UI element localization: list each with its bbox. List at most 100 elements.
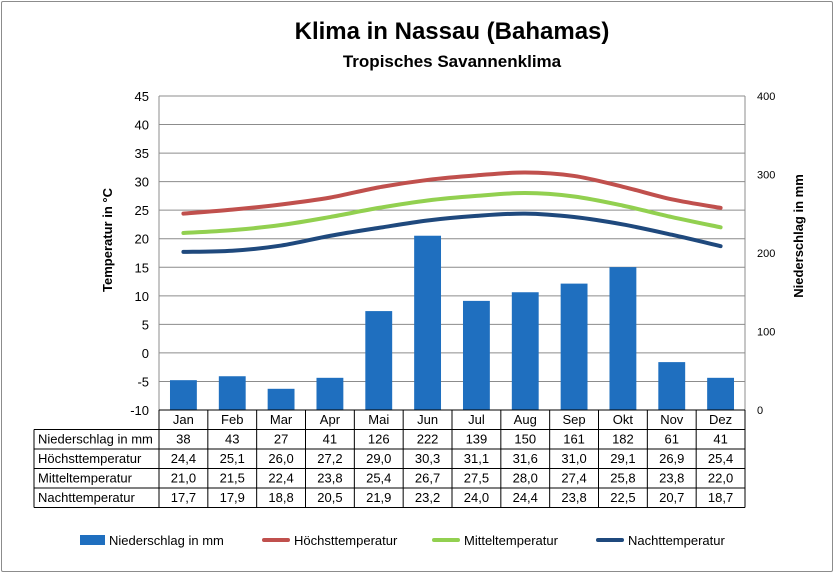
y-right-tick-label: 100 [757, 327, 775, 339]
data-label: 18,8 [268, 490, 293, 505]
x-tick-label: Apr [320, 412, 341, 427]
data-label: 25,4 [708, 451, 733, 466]
y-left-tick-label: 0 [142, 346, 149, 361]
y-left-tick-label: 30 [135, 175, 149, 190]
x-tick-label: Nov [660, 412, 684, 427]
data-label: 22,5 [610, 490, 635, 505]
table-row-label: Mitteltemperatur [38, 471, 133, 486]
data-label: 17,7 [171, 490, 196, 505]
bar [707, 377, 735, 410]
data-label: 31,6 [513, 451, 538, 466]
legend-swatch [432, 538, 460, 542]
bar [267, 388, 295, 410]
x-tick-label: Jul [468, 412, 485, 427]
y-left-tick-label: 20 [135, 232, 149, 247]
data-label: 38 [176, 432, 190, 447]
data-label: 23,8 [317, 471, 342, 486]
y-left-tick-label: 10 [135, 289, 149, 304]
legend-item: Mitteltemperatur [432, 531, 558, 549]
data-label: 161 [563, 432, 585, 447]
legend-swatch [80, 535, 105, 545]
data-label: 29,0 [366, 451, 391, 466]
y-right-tick-label: 200 [757, 248, 775, 260]
bars [169, 235, 735, 410]
y-left-tick-label: -10 [130, 403, 149, 418]
bar [658, 362, 686, 410]
y-left-tick-label: 35 [135, 146, 149, 161]
y-left-tick-label: 15 [135, 260, 149, 275]
data-label: 25,4 [366, 471, 391, 486]
bar [169, 380, 197, 410]
legend-label: Mitteltemperatur [464, 532, 558, 548]
data-label: 41 [713, 432, 727, 447]
data-label: 29,1 [610, 451, 635, 466]
bar [316, 377, 344, 410]
y-right-tick-label: 300 [757, 170, 775, 182]
legend-item: Höchsttemperatur [262, 531, 397, 549]
data-label: 31,1 [464, 451, 489, 466]
data-label: 23,8 [561, 490, 586, 505]
data-label: 24,4 [513, 490, 538, 505]
data-label: 26,7 [415, 471, 440, 486]
data-label: 23,8 [659, 471, 684, 486]
data-label: 22,0 [708, 471, 733, 486]
x-tick-label: Okt [613, 412, 634, 427]
data-label: 25,1 [220, 451, 245, 466]
x-tick-label: Mar [270, 412, 293, 427]
bar [462, 300, 490, 410]
data-label: 21,5 [220, 471, 245, 486]
x-tick-label: Feb [221, 412, 243, 427]
table-row-label: Niederschlag in mm [38, 432, 153, 447]
data-label: 24,0 [464, 490, 489, 505]
axes: 45 40 35 30 25 20 15 10 5 0 -5 -10 400 300 200 100 0 [130, 89, 775, 418]
legend-swatch [596, 538, 624, 542]
table-row-label: Nachttemperatur [38, 490, 135, 505]
y-left-tick-label: 45 [135, 89, 149, 104]
chart-subtitle: Tropisches Savannenklima [342, 52, 562, 71]
data-label: 30,3 [415, 451, 440, 466]
legend-label: Nachttemperatur [628, 532, 725, 548]
data-label: 24,4 [171, 451, 196, 466]
y-axis-left-title: Temperatur in °C [100, 187, 115, 292]
data-label: 23,2 [415, 490, 440, 505]
legend-item: Niederschlag in mm [80, 531, 224, 549]
data-label: 20,5 [317, 490, 342, 505]
data-label: 222 [417, 432, 439, 447]
y-left-tick-label: 5 [142, 317, 149, 332]
table-row-label: Höchsttemperatur [38, 451, 142, 466]
x-tick-label: Mai [368, 412, 389, 427]
grid-lines [159, 95, 745, 382]
legend-label: Niederschlag in mm [109, 532, 224, 548]
bar [560, 283, 588, 410]
data-label: 150 [514, 432, 536, 447]
y-left-tick-label: -5 [137, 374, 149, 389]
data-label: 27,2 [317, 451, 342, 466]
line-nachttemperatur [181, 211, 723, 254]
data-label: 27,4 [561, 471, 586, 486]
y-right-tick-label: 400 [757, 91, 775, 103]
x-tick-label: Jan [173, 412, 194, 427]
x-tick-label: Aug [514, 412, 537, 427]
line-h-chsttemperatur [181, 170, 723, 216]
data-label: 25,8 [610, 471, 635, 486]
line-mitteltemperatur [181, 191, 723, 236]
data-label: 139 [466, 432, 488, 447]
data-label: 43 [225, 432, 239, 447]
legend-item: Nachttemperatur [596, 531, 725, 549]
data-label: 41 [323, 432, 337, 447]
data-label: 126 [368, 432, 390, 447]
data-label: 18,7 [708, 490, 733, 505]
y-left-tick-label: 40 [135, 118, 149, 133]
data-label: 21,0 [171, 471, 196, 486]
data-label: 61 [665, 432, 679, 447]
bar [365, 311, 393, 410]
data-label: 28,0 [513, 471, 538, 486]
data-label: 26,0 [268, 451, 293, 466]
x-tick-label: Dez [709, 412, 732, 427]
data-table: Jan Feb Mar Apr Mai Jun Jul Aug Sep Okt Nov Dez Nied… [33, 409, 746, 508]
legend-label: Höchsttemperatur [294, 532, 398, 548]
data-label: 26,9 [659, 451, 684, 466]
y-left-tick-label: 25 [135, 203, 149, 218]
